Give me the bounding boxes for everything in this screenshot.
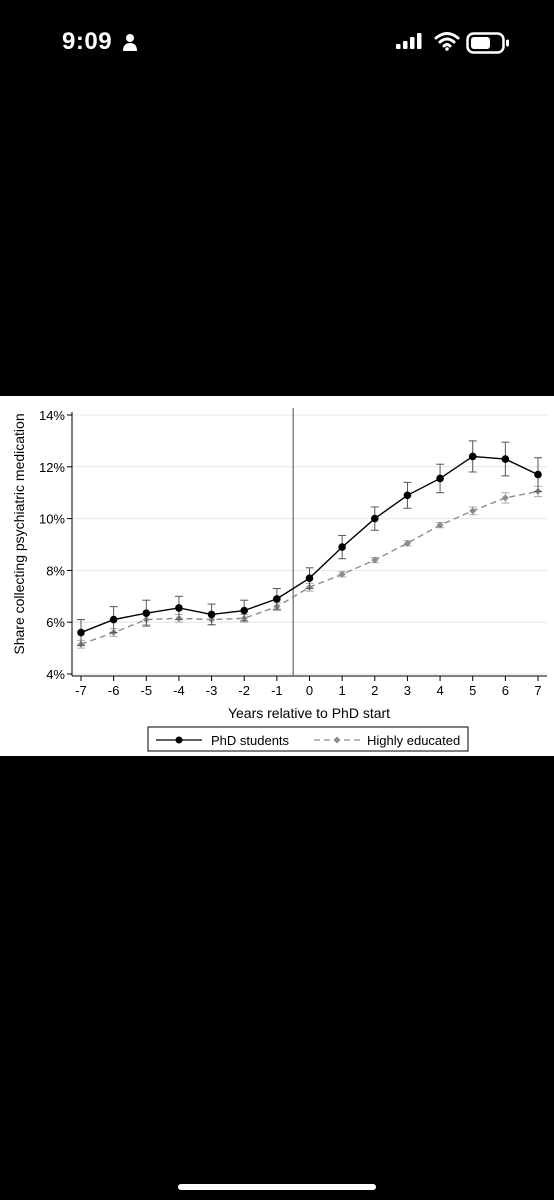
legend-box bbox=[147, 726, 469, 752]
y-axis-label: Share collecting psychiatric medication bbox=[11, 413, 27, 654]
x-tick-label: 6 bbox=[502, 683, 509, 698]
wifi-icon bbox=[434, 32, 460, 51]
x-tick-label: -2 bbox=[238, 683, 250, 698]
x-tick-label: -5 bbox=[141, 683, 153, 698]
chart-panel: 4% 6% 8% 10% 12% 14% -7 -6 -5 -4 -3 -2 -1 0 1 2 3 4 5 6 7 Sh… bbox=[0, 396, 554, 756]
x-tick-label: 7 bbox=[534, 683, 541, 698]
status-time: 9:09 bbox=[62, 28, 113, 55]
x-tick-label: -7 bbox=[75, 683, 87, 698]
x-tick-label: 3 bbox=[404, 683, 411, 698]
x-tick-label: -1 bbox=[271, 683, 283, 698]
legend-phd-marker bbox=[175, 736, 183, 744]
data-point bbox=[501, 494, 509, 502]
x-tick-label: 2 bbox=[371, 683, 378, 698]
data-point bbox=[403, 539, 411, 547]
data-point bbox=[436, 474, 444, 483]
data-point bbox=[207, 610, 216, 619]
series-phd-students bbox=[77, 440, 542, 647]
axes: 4% 6% 8% 10% 12% 14% -7 -6 -5 -4 -3 -2 -1 0 1 2 3 4 5 6 7 bbox=[39, 408, 547, 698]
y-tick-label: 8% bbox=[46, 563, 65, 578]
x-tick-label: 0 bbox=[306, 683, 313, 698]
home-indicator[interactable] bbox=[178, 1184, 376, 1190]
data-point bbox=[468, 452, 477, 461]
data-point bbox=[534, 470, 542, 479]
line-chart: 4% 6% 8% 10% 12% 14% -7 -6 -5 -4 -3 -2 -1 0 1 2 3 4 5 6 7 Sh… bbox=[11, 408, 547, 752]
y-tick-label: 4% bbox=[46, 667, 65, 682]
signal-icon bbox=[396, 33, 422, 49]
x-axis-label: Years relative to PhD start bbox=[228, 705, 390, 721]
data-point bbox=[77, 628, 85, 637]
grid-lines bbox=[72, 414, 547, 675]
data-point bbox=[371, 556, 379, 564]
data-point bbox=[370, 514, 379, 523]
data-point bbox=[501, 455, 510, 463]
x-tick-label: 4 bbox=[436, 683, 443, 698]
data-point bbox=[109, 615, 118, 624]
data-point bbox=[403, 491, 412, 500]
x-tick-label: 5 bbox=[469, 683, 476, 698]
y-tick-label: 14% bbox=[39, 408, 65, 423]
data-point bbox=[469, 507, 477, 515]
x-tick-label: -6 bbox=[108, 683, 120, 698]
legend-phd-label: PhD students bbox=[211, 733, 290, 748]
data-point bbox=[142, 609, 151, 617]
y-tick-label: 12% bbox=[39, 460, 65, 475]
x-tick-label: -4 bbox=[173, 683, 185, 698]
data-point bbox=[273, 595, 281, 603]
status-bar: 9:09 bbox=[0, 0, 554, 88]
person-icon bbox=[123, 34, 137, 51]
data-point bbox=[175, 604, 183, 612]
series bbox=[77, 440, 542, 649]
y-tick-label: 6% bbox=[46, 615, 65, 630]
battery-icon bbox=[466, 32, 509, 54]
data-point bbox=[338, 570, 346, 578]
data-point bbox=[240, 606, 249, 615]
legend-edu-marker bbox=[333, 736, 341, 744]
data-point bbox=[436, 521, 444, 529]
series-line bbox=[80, 455, 539, 634]
x-tick-label: 1 bbox=[339, 683, 346, 698]
data-point bbox=[305, 574, 314, 582]
x-tick-label: -3 bbox=[206, 683, 218, 698]
data-point bbox=[338, 543, 346, 551]
y-tick-label: 10% bbox=[39, 512, 65, 527]
legend: PhD students Highly educated bbox=[147, 726, 469, 752]
legend-edu-label: Highly educated bbox=[367, 733, 460, 748]
